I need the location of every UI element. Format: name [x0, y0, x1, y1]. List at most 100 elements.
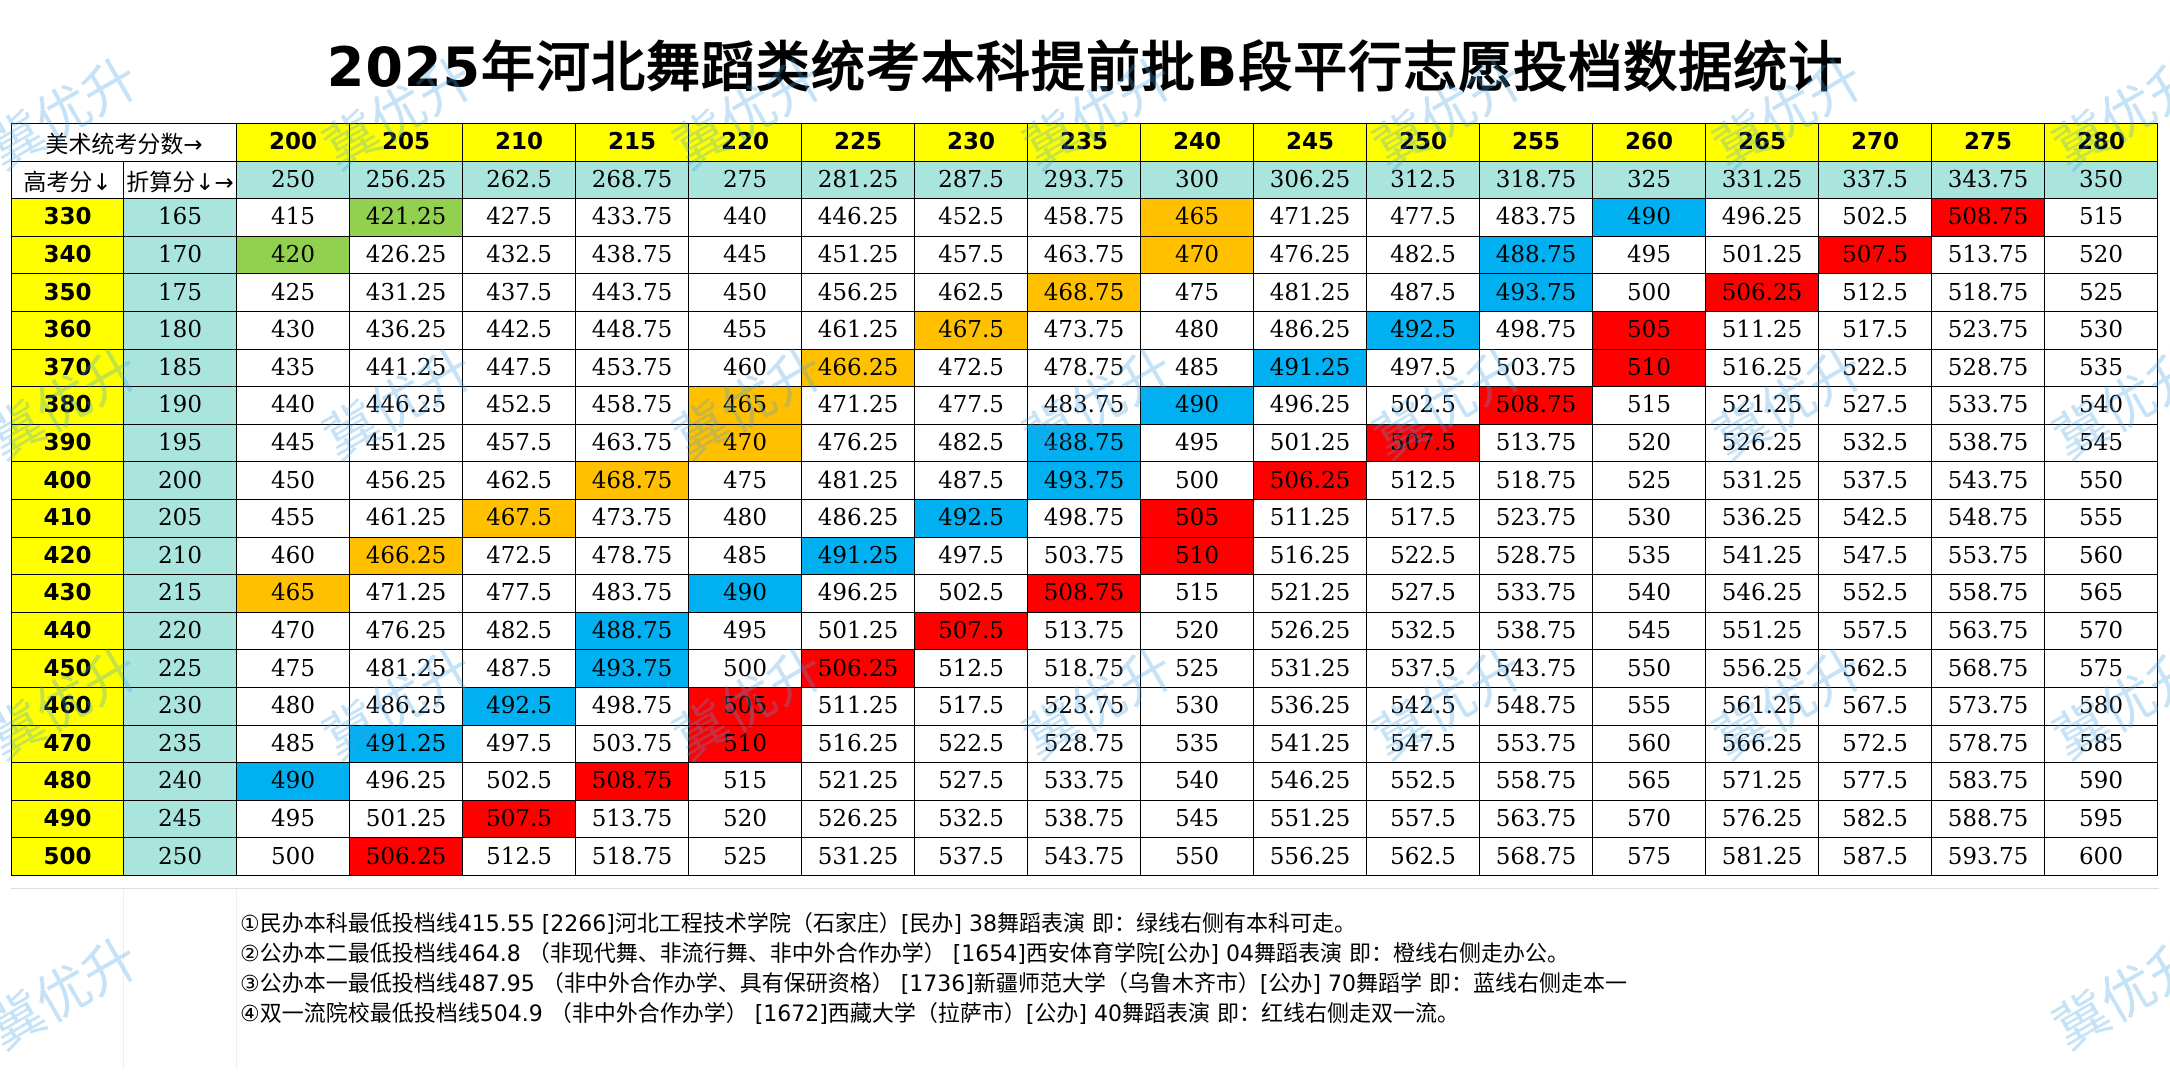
- gaokao-score-cell: 420: [11, 536, 124, 576]
- total-score-cell: 562.5: [1366, 837, 1480, 876]
- converted-art-score-header: 300: [1140, 160, 1254, 200]
- total-score-cell: 546.25: [1705, 574, 1819, 613]
- total-score-cell: 472.5: [462, 536, 576, 576]
- total-score-cell: 595: [2044, 799, 2158, 839]
- total-score-cell: 523.75: [1027, 686, 1141, 726]
- total-score-cell: 516.25: [801, 724, 915, 764]
- total-score-cell: 503.75: [1479, 348, 1593, 388]
- converted-art-score-header: 268.75: [575, 160, 689, 200]
- total-score-cell: 481.25: [801, 461, 915, 500]
- total-score-cell: 502.5: [462, 762, 576, 801]
- converted-gaokao-score-cell: 205: [123, 498, 237, 538]
- total-score-cell: 532.5: [1818, 423, 1932, 463]
- total-score-cell: 475: [236, 649, 350, 688]
- total-score-cell: 513.75: [575, 799, 689, 839]
- total-score-cell: 561.25: [1705, 686, 1819, 726]
- total-score-cell: 482.5: [1366, 235, 1480, 275]
- total-score-cell: 521.25: [801, 762, 915, 801]
- total-score-cell: 526.25: [1705, 423, 1819, 463]
- converted-gaokao-score-cell: 185: [123, 348, 237, 388]
- total-score-cell: 517.5: [1366, 498, 1480, 538]
- total-score-cell: 465: [236, 574, 350, 613]
- total-score-cell: 526.25: [1253, 611, 1367, 651]
- total-score-cell: 497.5: [462, 724, 576, 764]
- total-score-cell: 551.25: [1253, 799, 1367, 839]
- total-score-cell: 593.75: [1931, 837, 2045, 876]
- total-score-cell: 532.5: [914, 799, 1028, 839]
- total-score-cell: 433.75: [575, 198, 689, 237]
- total-score-cell: 567.5: [1818, 686, 1932, 726]
- total-score-cell: 577.5: [1818, 762, 1932, 801]
- total-score-cell: 506.25: [801, 649, 915, 688]
- total-score-cell: 525: [688, 837, 802, 876]
- total-score-cell: 476.25: [801, 423, 915, 463]
- total-score-cell: 507.5: [1818, 235, 1932, 275]
- total-score-cell: 493.75: [1027, 461, 1141, 500]
- total-score-cell: 438.75: [575, 235, 689, 275]
- total-score-cell: 481.25: [349, 649, 463, 688]
- total-score-cell: 435: [236, 348, 350, 388]
- converted-art-score-header: 306.25: [1253, 160, 1367, 200]
- total-score-cell: 535: [1140, 724, 1254, 764]
- total-score-cell: 546.25: [1253, 762, 1367, 801]
- total-score-cell: 520: [2044, 235, 2158, 275]
- total-score-cell: 570: [1592, 799, 1706, 839]
- total-score-cell: 527.5: [1366, 574, 1480, 613]
- total-score-cell: 531.25: [1253, 649, 1367, 688]
- converted-gaokao-score-cell: 180: [123, 310, 237, 350]
- total-score-cell: 450: [688, 273, 802, 312]
- total-score-cell: 425: [236, 273, 350, 312]
- converted-gaokao-score-cell: 230: [123, 686, 237, 726]
- converted-art-score-header: 262.5: [462, 160, 576, 200]
- total-score-cell: 556.25: [1705, 649, 1819, 688]
- total-score-cell: 471.25: [1253, 198, 1367, 237]
- art-score-header: 210: [462, 123, 576, 162]
- converted-gaokao-score-cell: 195: [123, 423, 237, 463]
- total-score-cell: 543.75: [1931, 461, 2045, 500]
- total-score-cell: 553.75: [1931, 536, 2045, 576]
- total-score-cell: 565: [2044, 574, 2158, 613]
- total-score-cell: 500: [236, 837, 350, 876]
- total-score-cell: 478.75: [1027, 348, 1141, 388]
- total-score-cell: 496.25: [801, 574, 915, 613]
- total-score-cell: 552.5: [1818, 574, 1932, 613]
- converted-art-score-header: 343.75: [1931, 160, 2045, 200]
- total-score-cell: 463.75: [575, 423, 689, 463]
- total-score-cell: 542.5: [1818, 498, 1932, 538]
- converted-gaokao-score-cell: 175: [123, 273, 237, 312]
- total-score-cell: 528.75: [1027, 724, 1141, 764]
- total-score-cell: 485: [236, 724, 350, 764]
- gaokao-score-cell: 470: [11, 724, 124, 764]
- art-score-header: 245: [1253, 123, 1367, 162]
- note-4: ④双一流院校最低投档线504.9 （非中外合作办学） [1672]西藏大学（拉萨…: [240, 1002, 1459, 1027]
- converted-gaokao-score-cell: 210: [123, 536, 237, 576]
- total-score-cell: 562.5: [1818, 649, 1932, 688]
- gaokao-score-cell: 500: [11, 837, 124, 876]
- total-score-cell: 512.5: [1366, 461, 1480, 500]
- art-score-header: 225: [801, 123, 915, 162]
- total-score-cell: 500: [1140, 461, 1254, 500]
- total-score-cell: 490: [688, 574, 802, 613]
- total-score-cell: 493.75: [575, 649, 689, 688]
- total-score-cell: 590: [2044, 762, 2158, 801]
- total-score-cell: 538.75: [1027, 799, 1141, 839]
- total-score-cell: 473.75: [575, 498, 689, 538]
- total-score-cell: 535: [1592, 536, 1706, 576]
- table-row: 360 180 430 436.25 442.5 448.75 455 461.25 467.5…: [11, 310, 2158, 350]
- total-score-cell: 518.75: [575, 837, 689, 876]
- total-score-cell: 457.5: [462, 423, 576, 463]
- art-score-header: 260: [1592, 123, 1706, 162]
- art-score-header: 270: [1818, 123, 1932, 162]
- total-score-cell: 483.75: [1027, 386, 1141, 425]
- total-score-cell: 547.5: [1818, 536, 1932, 576]
- note-3: ③公办本一最低投档线487.95 （非中外合作办学、具有保研资格） [1736]…: [240, 972, 1627, 997]
- total-score-cell: 522.5: [1366, 536, 1480, 576]
- total-score-cell: 492.5: [1366, 310, 1480, 350]
- converted-art-score-header: 281.25: [801, 160, 915, 200]
- art-score-header: 220: [688, 123, 802, 162]
- total-score-cell: 532.5: [1366, 611, 1480, 651]
- total-score-cell: 588.75: [1931, 799, 2045, 839]
- table-row: 370 185 435 441.25 447.5 453.75 460 466.25 472.5…: [11, 348, 2158, 388]
- total-score-cell: 505: [1592, 310, 1706, 350]
- total-score-cell: 530: [1592, 498, 1706, 538]
